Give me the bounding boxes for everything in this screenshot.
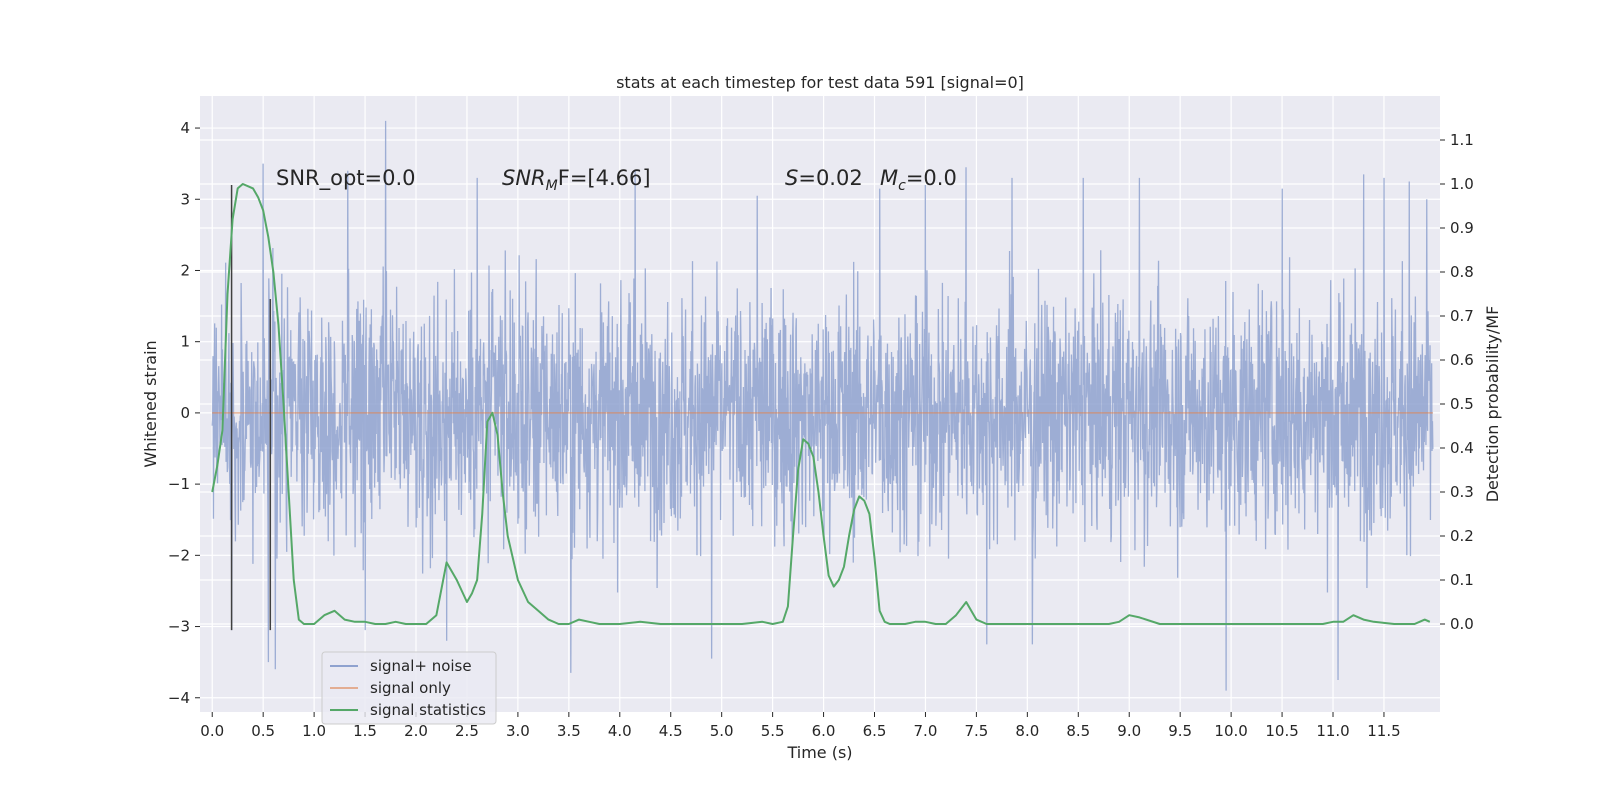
y2-tick-label-3: 0.3 — [1450, 483, 1474, 501]
x-tick-label-5: 2.5 — [455, 722, 479, 740]
y-axis-label: Whitened strain — [141, 340, 160, 467]
y-tick-label-7: 3 — [180, 190, 190, 208]
y2-tick-label-0: 0.0 — [1450, 615, 1474, 633]
y2-tick-label-9: 0.9 — [1450, 219, 1474, 237]
y-tick-label-4: 0 — [180, 404, 190, 422]
y2-tick-label-8: 0.8 — [1450, 263, 1474, 281]
annotation-s-stat: S=0.02 — [785, 166, 863, 190]
legend-label-signal-statistics: signal statistics — [370, 701, 486, 719]
y-tick-label-6: 2 — [180, 261, 190, 279]
annotation-mc-rest: =0.0 — [906, 166, 957, 190]
y2-axis-label: Detection probability/MF — [1483, 306, 1502, 503]
x-tick-label-3: 1.5 — [353, 722, 377, 740]
annotation-s-rest: =0.02 — [798, 166, 862, 190]
y2-tick-label-11: 1.1 — [1450, 131, 1474, 149]
grid-lines — [200, 96, 1440, 712]
y2-tick-label-10: 1.0 — [1450, 175, 1474, 193]
x-tick-label-14: 7.0 — [914, 722, 938, 740]
x-tick-label-20: 10.0 — [1214, 722, 1247, 740]
annotation-s-main: S — [785, 166, 798, 190]
annotation-mc-main: M — [880, 166, 898, 190]
y2-tick-label-7: 0.7 — [1450, 307, 1474, 325]
x-tick-label-9: 4.5 — [659, 722, 683, 740]
annotation-snr-mf-main: SNR — [502, 166, 546, 190]
x-tick-label-2: 1.0 — [302, 722, 326, 740]
x-tick-label-19: 9.5 — [1168, 722, 1192, 740]
series-signal-noise — [211, 120, 1434, 691]
x-tick-label-15: 7.5 — [964, 722, 988, 740]
y-axis-ticks: −4 −3 −2 −1 0 1 2 3 4 — [168, 119, 200, 707]
chart-title: stats at each timestep for test data 591… — [616, 73, 1024, 92]
y-tick-label-2: −2 — [168, 546, 190, 564]
y2-tick-label-6: 0.6 — [1450, 351, 1474, 369]
x-tick-label-23: 11.5 — [1367, 722, 1400, 740]
x-tick-label-4: 2.0 — [404, 722, 428, 740]
annotation-mc: Mc=0.0 — [880, 166, 957, 194]
legend: signal+ noise signal only signal statist… — [321, 651, 497, 725]
y-tick-label-3: −1 — [168, 475, 190, 493]
x-tick-label-21: 10.5 — [1265, 722, 1298, 740]
y2-tick-label-4: 0.4 — [1450, 439, 1474, 457]
x-tick-label-6: 3.0 — [506, 722, 530, 740]
legend-label-signal-noise: signal+ noise — [370, 657, 472, 675]
series-line-signal-noise — [211, 120, 1434, 691]
x-tick-label-16: 8.0 — [1015, 722, 1039, 740]
x-tick-label-8: 4.0 — [608, 722, 632, 740]
vertical-marker-lines — [230, 185, 272, 631]
y-tick-label-8: 4 — [180, 119, 190, 137]
y-tick-label-1: −3 — [168, 618, 190, 636]
y2-tick-label-1: 0.1 — [1450, 571, 1474, 589]
annotation-snr-mf-sub: M — [546, 178, 558, 194]
x-tick-label-11: 5.5 — [761, 722, 785, 740]
x-tick-label-10: 5.0 — [710, 722, 734, 740]
series-line-signal-statistics — [211, 183, 1431, 625]
x-tick-label-22: 11.0 — [1316, 722, 1349, 740]
annotation-snr-opt: SNR_opt=0.0 — [276, 166, 416, 191]
x-axis-ticks: 0.0 0.5 1.0 1.5 2.0 2.5 3.0 3.5 4.0 4.5 5.0 5.5 6.0 6… — [200, 712, 1401, 740]
x-axis-label: Time (s) — [786, 743, 852, 762]
x-tick-label-12: 6.0 — [812, 722, 836, 740]
x-tick-label-7: 3.5 — [557, 722, 581, 740]
annotation-mc-sub: c — [898, 178, 906, 194]
x-tick-label-18: 9.0 — [1117, 722, 1141, 740]
y2-axis-ticks: 0.0 0.1 0.2 0.3 0.4 0.5 0.6 0.7 0.8 0.9 1.0 1.1 — [1440, 131, 1474, 633]
x-tick-label-13: 6.5 — [863, 722, 887, 740]
x-tick-label-1: 0.5 — [251, 722, 275, 740]
y-tick-label-5: 1 — [180, 333, 190, 351]
legend-box — [321, 651, 497, 725]
y-tick-label-0: −4 — [168, 689, 190, 707]
y2-tick-label-2: 0.2 — [1450, 527, 1474, 545]
annotations: SNR_opt=0.0 SNRMF=[4.66] S=0.02 Mc=0.0 — [276, 166, 957, 194]
series-signal-statistics — [211, 183, 1431, 625]
y2-tick-label-5: 0.5 — [1450, 395, 1474, 413]
x-tick-label-0: 0.0 — [200, 722, 224, 740]
annotation-snr-mf: SNRMF=[4.66] — [502, 166, 651, 194]
legend-label-signal-only: signal only — [370, 679, 451, 697]
x-tick-label-17: 8.5 — [1066, 722, 1090, 740]
annotation-snr-mf-rest: F=[4.66] — [558, 166, 651, 190]
